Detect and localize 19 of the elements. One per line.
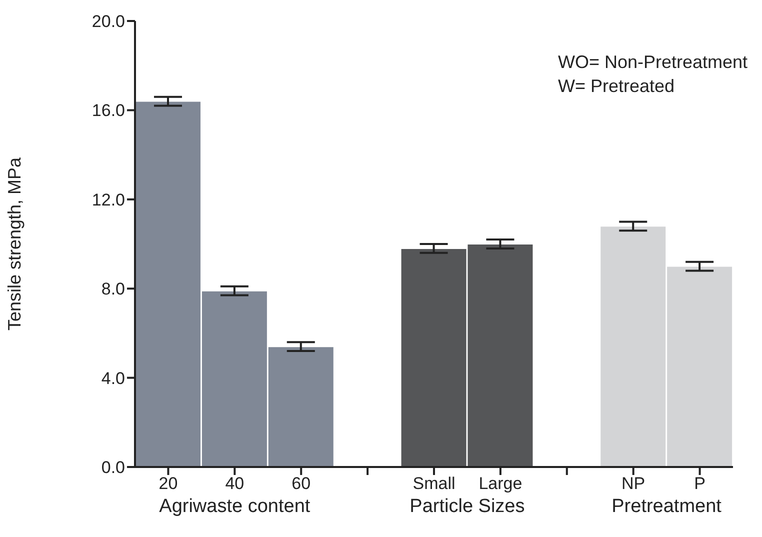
text: Pretreatment (610, 496, 722, 518)
y-tick-label: 16.0 (92, 101, 125, 120)
y-axis-title: Tensile strength, MPa (4, 156, 24, 331)
y-tick-label: 8.0 (101, 280, 125, 299)
y-tick-label: 20.0 (92, 12, 125, 32)
x-tick-label: 40 (225, 474, 244, 494)
x-tick-label: Large (478, 474, 522, 494)
text: Particle Sizes (408, 496, 526, 518)
x-tick-label: 60 (292, 474, 311, 494)
text: Agriwaste content (158, 496, 312, 518)
y-tick-label: 4.0 (101, 368, 125, 388)
y-tick-label: 0.0 (101, 458, 125, 478)
y-tick-label: 12.0 (92, 190, 125, 210)
x-tick-label: NP (622, 474, 646, 494)
x-tick-label: Small (412, 474, 456, 494)
x-tick-label: P (694, 474, 706, 494)
annotation: WO= Non-Pretreatment (558, 52, 748, 73)
annotation: W= Pretreated (558, 76, 675, 97)
x-tick-label: 20 (158, 474, 178, 494)
